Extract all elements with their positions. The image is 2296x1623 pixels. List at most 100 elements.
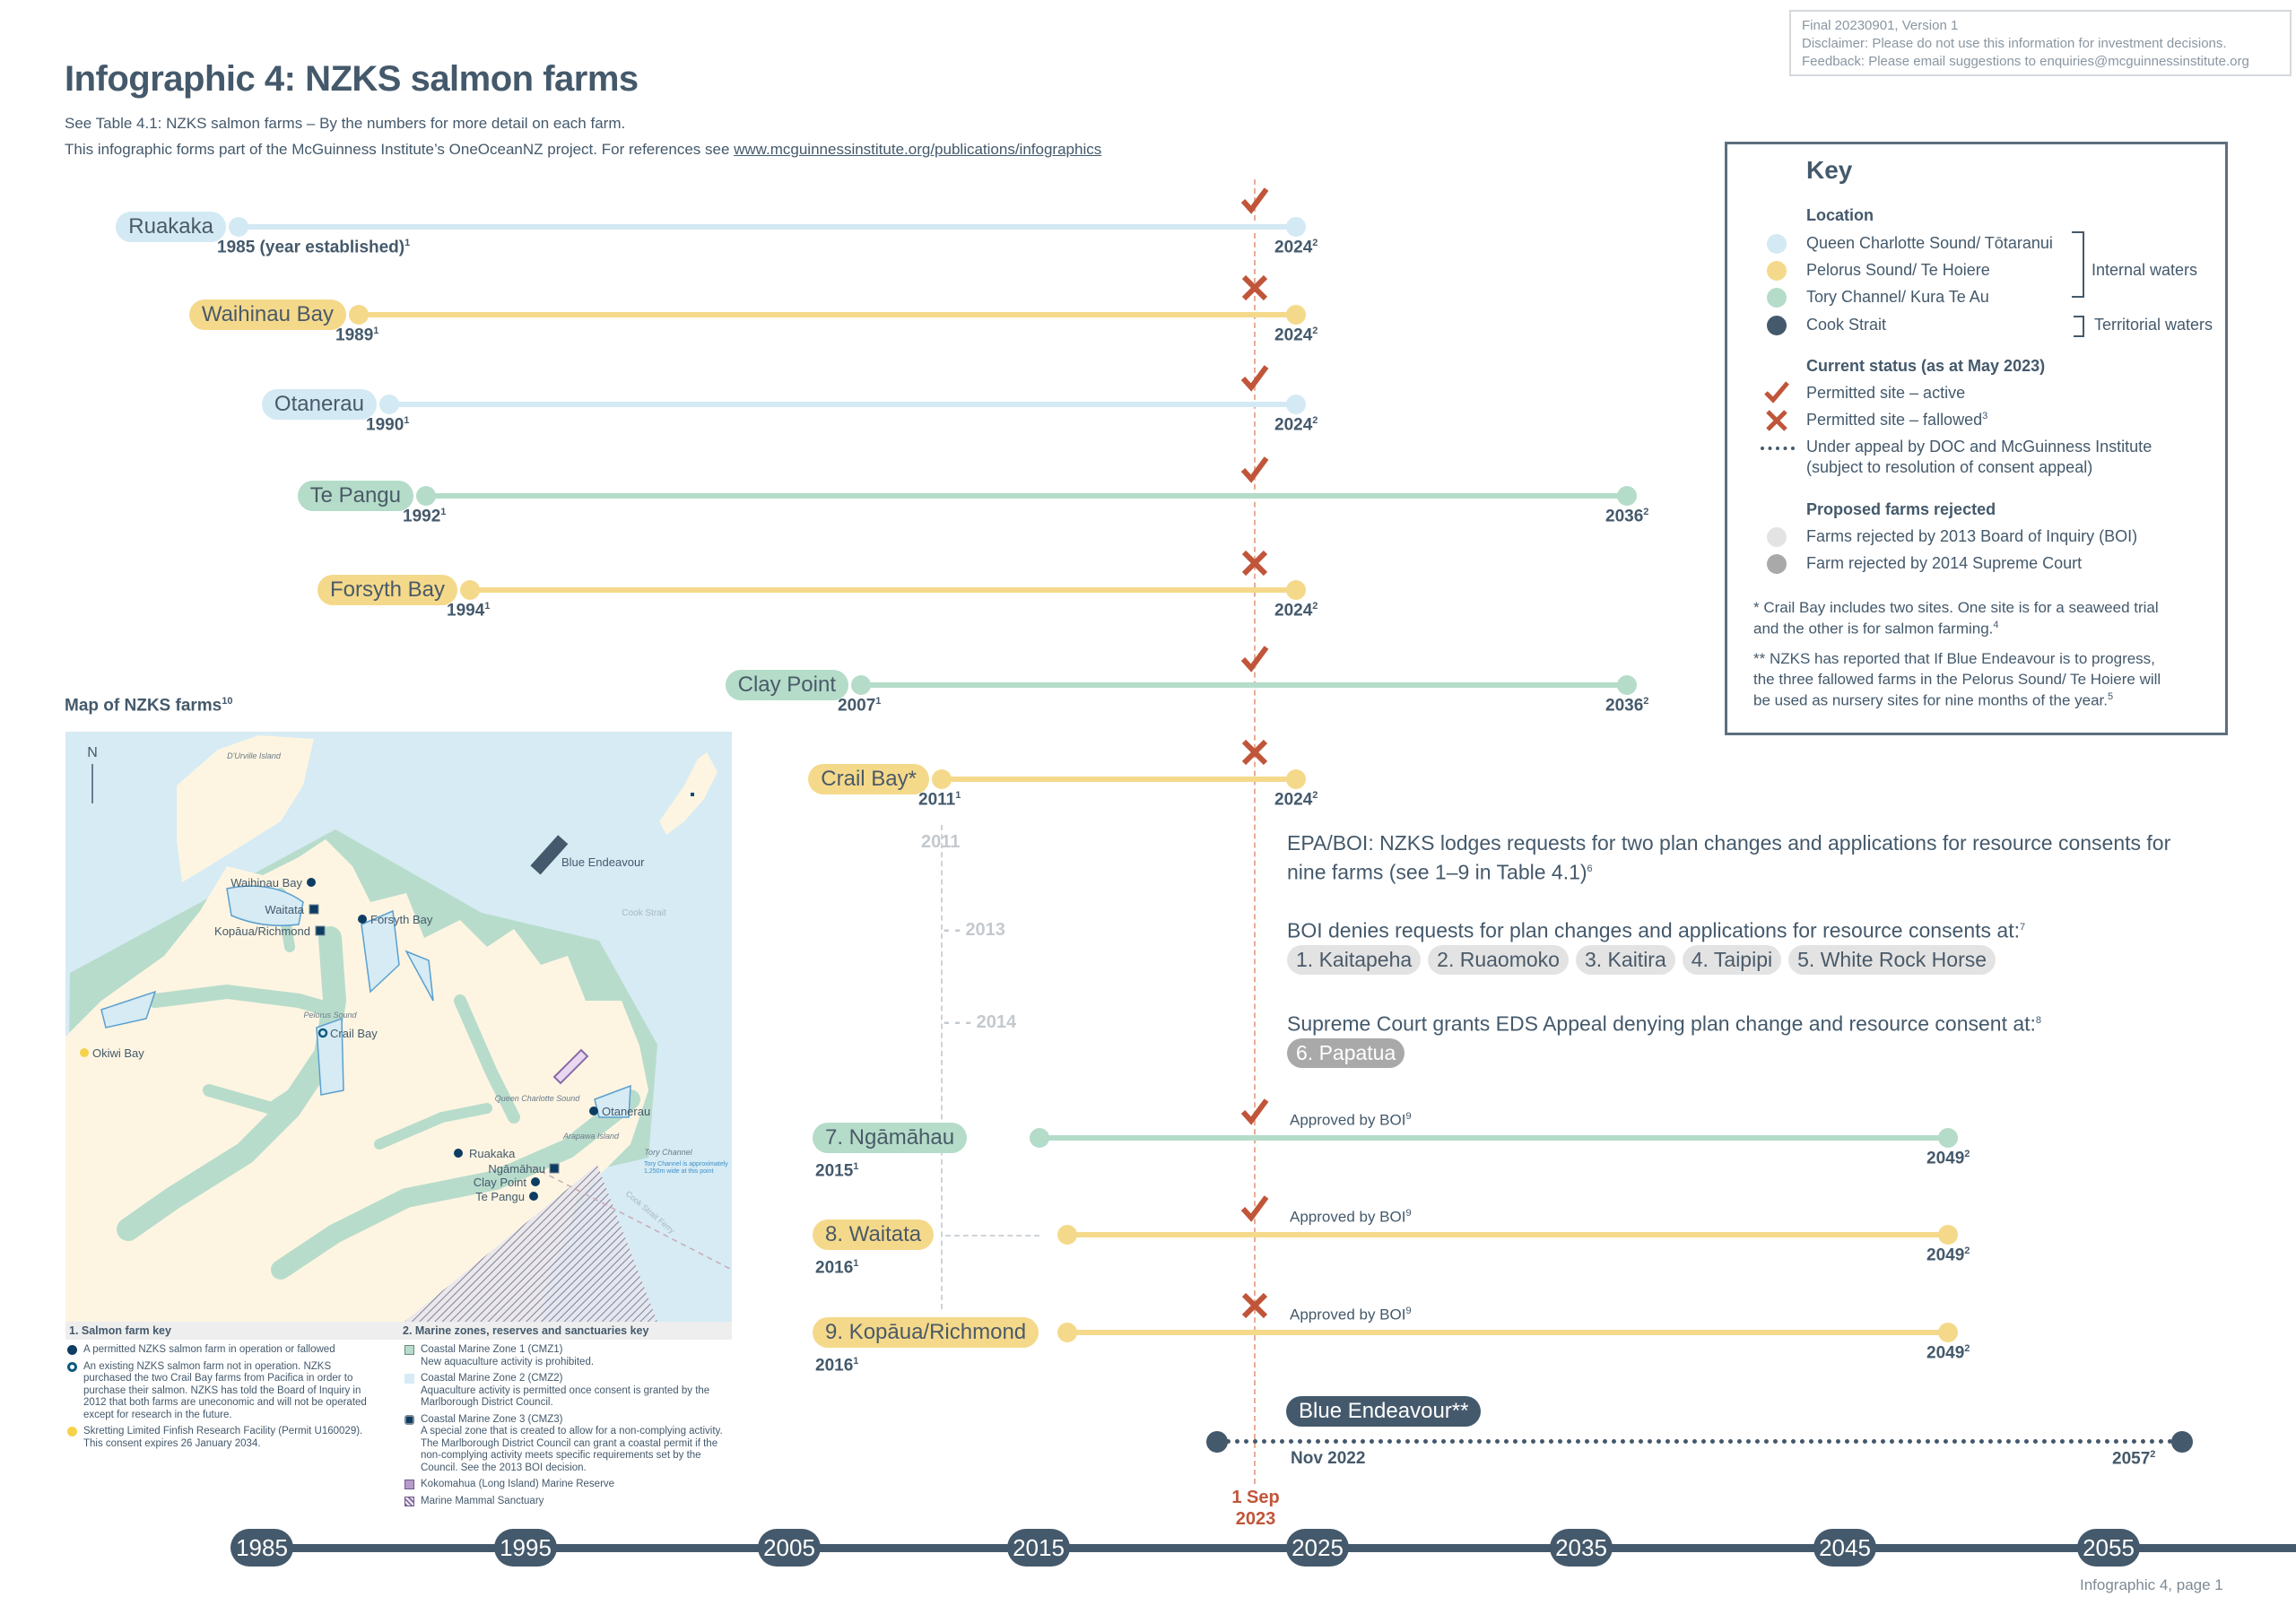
page-title: Infographic 4: NZKS salmon farms [65,59,639,99]
end-dot [1938,1323,1958,1342]
farm-marker[interactable] [589,1107,598,1115]
legend-text: An existing NZKS salmon farm not in oper… [83,1360,367,1420]
end-year: 2036 [1605,507,1644,526]
check-icon [1240,644,1269,673]
sounds [117,888,640,1280]
place-qcs: Queen Charlotte Sound [495,1094,581,1103]
check-icon [1240,1097,1269,1125]
territorial-waters-label: Territorial waters [2094,316,2213,334]
end-year: 2049 [1926,1343,1965,1363]
farm-line [239,224,1296,230]
check-icon [1764,381,1789,404]
farm-name-pill[interactable]: Waihinau Bay [188,299,346,330]
footnote-ref: 1 [404,415,410,426]
farm-name-pill[interactable]: 8. Waitata [813,1219,935,1250]
farm-name-pill[interactable]: Clay Point [725,670,848,700]
blue-endeavour-pill[interactable]: Blue Endeavour** [1286,1396,1482,1427]
end-dot [1286,217,1306,237]
legend-item: An existing NZKS salmon farm not in oper… [65,1361,379,1422]
farm-marker[interactable] [358,915,367,924]
legend-zone-name: Marine Mammal Sanctuary [421,1495,544,1506]
farm-marker[interactable] [531,1177,540,1186]
key-location-tory: Tory Channel/ Kura Te Au [1806,288,1989,306]
place-tory: Tory Channel [644,1148,692,1157]
footnote-ref: 2 [1964,1245,1970,1256]
cook-strait-dot-icon [1767,316,1787,335]
start-year: 2015 [815,1161,854,1181]
legend-zone-name: Coastal Marine Zone 2 (CMZ2) [421,1373,563,1384]
current-date-line [1254,179,1256,1484]
key-note-1a: * Crail Bay includes two sites. One site… [1753,599,2159,616]
event-boi: BOI denies requests for plan changes and… [1287,915,2202,944]
start-year: 2016 [815,1258,854,1278]
map-legend: 1. Salmon farm key 2. Marine zones, reser… [65,1322,732,1506]
place-cook-strait: Cook Strait [622,908,666,918]
start-year-label: 20111 [918,790,961,810]
place-arapawa: Arapawa Island [562,1132,620,1141]
disclaimer-text: Disclaimer: Please do not use this infor… [1802,36,2227,51]
check-icon [1240,455,1269,483]
cross-icon [1240,273,1269,302]
farm-marker-inactive[interactable] [317,1028,328,1038]
cmz2-zones [100,885,631,1118]
footnote-ref: 1 [404,238,411,248]
subtitle-references: This infographic forms part of the McGui… [65,141,1101,159]
farm-name-pill[interactable]: Crail Bay* [808,764,929,794]
farm-line [426,493,1627,499]
map-label-kopaua: Kopāua/Richmond [214,924,310,938]
end-dot [2171,1431,2193,1453]
footnote-ref: 2 [1643,696,1649,707]
map-label-forsyth: Forsyth Bay [370,913,433,926]
end-year-label: 20242 [1274,415,1318,435]
farm-name-pill[interactable]: Ruakaka [116,212,226,242]
farm-name-pill[interactable]: 9. Kopāua/Richmond [813,1317,1039,1348]
legend-zone-name: Coastal Marine Zone 1 (CMZ1) [421,1344,563,1355]
footnote-ref: 2 [1312,601,1318,612]
farm-line [389,402,1296,407]
farm-name-pill[interactable]: 7. Ngāmāhau [813,1123,968,1153]
start-dot [932,769,952,789]
legend-item: Kokomahua (Long Island) Marine Reserve [403,1479,732,1491]
start-date-label: Nov 2022 [1291,1449,1366,1468]
tory-note-2: 1,250m wide at this point [644,1168,713,1175]
footnote-ref: 2 [1964,1343,1970,1354]
start-year-label: 19901 [366,415,409,435]
farm-marker[interactable] [454,1149,463,1158]
farm-marker[interactable] [529,1192,538,1201]
event-sc-text: Supreme Court grants EDS Appeal denying … [1287,1011,2036,1036]
footnote-ref: 1 [875,696,882,707]
footnote-ref: 1 [373,325,379,336]
start-year-label: 20161 [815,1258,858,1278]
start-dot [1057,1323,1077,1342]
cross-icon [1240,738,1269,767]
farm-marker[interactable] [315,925,326,936]
rejected-farm-pill: 5. White Rock Horse [1788,945,1996,975]
map-label-tepangu: Te Pangu [475,1190,525,1203]
key-note-2c: be used as nursery sites for nine months… [1753,691,2113,710]
map[interactable]: N D'Urville Island Pelorus Sound Queen C… [65,732,732,1322]
end-year: 2049 [1926,1149,1965,1168]
farm-name-pill[interactable]: Forsyth Bay [317,575,457,605]
farm-name-pill[interactable]: Otanerau [261,389,377,420]
references-link[interactable]: www.mcguinnessinstitute.org/publications… [734,141,1102,158]
end-dot [1286,305,1306,325]
start-year-label: 19891 [335,325,378,345]
axis-tick: 1985 [230,1529,293,1567]
map-label-waitata: Waitata [265,903,304,916]
end-year: 2057 [2112,1449,2151,1469]
farm-marker[interactable] [307,878,316,887]
check-icon [1240,186,1269,214]
map-title-text: Map of NZKS farms [65,696,222,716]
farm-marker[interactable] [309,904,319,915]
end-year: 2024 [1274,601,1313,621]
farm-name-pill[interactable]: Te Pangu [297,481,413,511]
map-title: Map of NZKS farms10 [65,696,233,716]
end-dot [1286,580,1306,600]
map-label-otanerau: Otanerau [602,1105,650,1118]
axis-tick: 2055 [2077,1529,2140,1567]
footnote-ref: 2 [1643,507,1649,517]
farm-marker[interactable] [549,1163,560,1174]
approval-note-text: Approved by BOI [1290,1208,1406,1226]
boi-rejected-list: 1. Kaitapeha 2. Ruaomoko 3. Kaitira 4. Taip… [1287,945,2202,975]
research-facility-marker[interactable] [80,1048,89,1057]
